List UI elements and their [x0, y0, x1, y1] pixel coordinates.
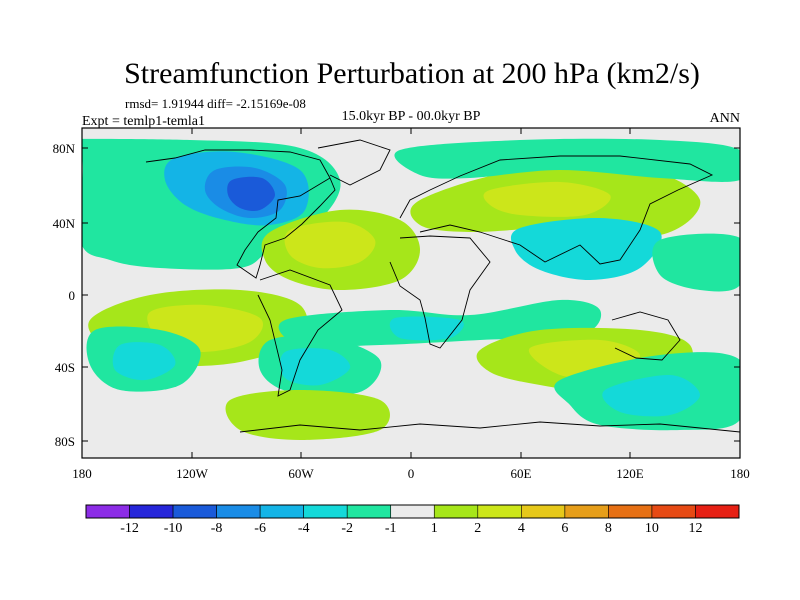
lon-label-60e: 60E	[511, 466, 532, 481]
coastline	[611, 311, 681, 361]
contour-region	[112, 342, 176, 381]
colorbar: -12 -10 -8 -6 -4 -2 -1 1 2 4 6 8 10 12	[85, 504, 740, 536]
stats-text: rmsd= 1.91944 diff= -2.15169e-08	[125, 96, 306, 111]
lon-label-0: 0	[408, 466, 415, 481]
colorbar-label: 8	[605, 521, 612, 536]
colorbar-label: -1	[385, 521, 397, 536]
lat-label-40n: 40N	[53, 216, 76, 231]
colorbar-swatch	[564, 504, 609, 519]
latitude-axis: 80N 40N 0 40S 80S	[53, 141, 76, 449]
colorbar-label: 2	[474, 521, 481, 536]
colorbar-label: -2	[341, 521, 353, 536]
colorbar-swatch	[521, 504, 566, 519]
colorbar-swatch	[259, 504, 304, 519]
colorbar-swatch	[216, 504, 261, 519]
expt-text: Expt = temlp1-temla1	[82, 114, 205, 129]
coastline	[145, 149, 336, 279]
lat-label-80n: 80N	[53, 141, 76, 156]
lon-label-120w: 120W	[176, 466, 209, 481]
contour-region	[394, 138, 740, 182]
colorbar-label: 4	[518, 521, 525, 536]
lat-label-80s: 80S	[55, 434, 75, 449]
coastline	[239, 421, 740, 433]
colorbar-swatch	[85, 504, 130, 519]
colorbar-label: 6	[561, 521, 568, 536]
colorbar-label: 1	[431, 521, 438, 536]
colorbar-swatch	[477, 504, 522, 519]
colorbar-swatch	[129, 504, 174, 519]
lon-label-60w: 60W	[288, 466, 314, 481]
map-ticks	[81, 128, 741, 458]
colorbar-label: -6	[254, 521, 266, 536]
figure-title: Streamfunction Perturbation at 200 hPa (…	[124, 57, 700, 90]
lat-label-0: 0	[69, 288, 76, 303]
contour-region	[483, 181, 611, 217]
colorbar-label: 12	[688, 521, 702, 536]
colorbar-swatch	[433, 504, 479, 519]
colorbar-swatch	[390, 504, 435, 519]
contour-region	[510, 217, 662, 281]
longitude-axis: 180 120W 60W 0 60E 120E 180	[72, 466, 750, 481]
contour-region	[602, 374, 700, 417]
colorbar-label: -4	[298, 521, 310, 536]
colorbar-swatch	[172, 504, 217, 519]
colorbar-swatch	[303, 504, 348, 519]
colorbar-label: -10	[164, 521, 183, 536]
colorbar-label: -8	[211, 521, 223, 536]
contour-region	[284, 221, 376, 269]
colorbar-label: -12	[120, 521, 139, 536]
coastline	[389, 235, 491, 349]
season-text: ANN	[710, 111, 740, 126]
lat-label-40s: 40S	[55, 360, 75, 375]
colorbar-frame	[85, 504, 740, 519]
colorbar-label: 10	[645, 521, 659, 536]
map-panel	[81, 127, 741, 459]
contour-region	[652, 233, 740, 292]
lon-label-180e: 180	[730, 466, 750, 481]
colorbar-swatch	[608, 504, 653, 519]
colorbar-swatch	[651, 504, 696, 519]
contour-fill-layer	[82, 138, 740, 440]
colorbar-swatch	[346, 504, 392, 519]
period-text: 15.0kyr BP - 00.0kyr BP	[342, 109, 481, 124]
lon-label-120e: 120E	[616, 466, 644, 481]
colorbar-swatches	[85, 504, 740, 519]
contour-region	[279, 348, 351, 386]
colorbar-labels: -12 -10 -8 -6 -4 -2 -1 1 2 4 6 8 10 12	[120, 521, 702, 536]
colorbar-swatch	[695, 504, 740, 519]
coastline	[317, 139, 391, 186]
coastline	[257, 269, 343, 397]
contour-region	[225, 390, 390, 440]
coastline-layer	[145, 139, 740, 433]
lon-label-180w: 180	[72, 466, 92, 481]
coastline	[399, 155, 714, 265]
contour-region	[227, 176, 276, 212]
